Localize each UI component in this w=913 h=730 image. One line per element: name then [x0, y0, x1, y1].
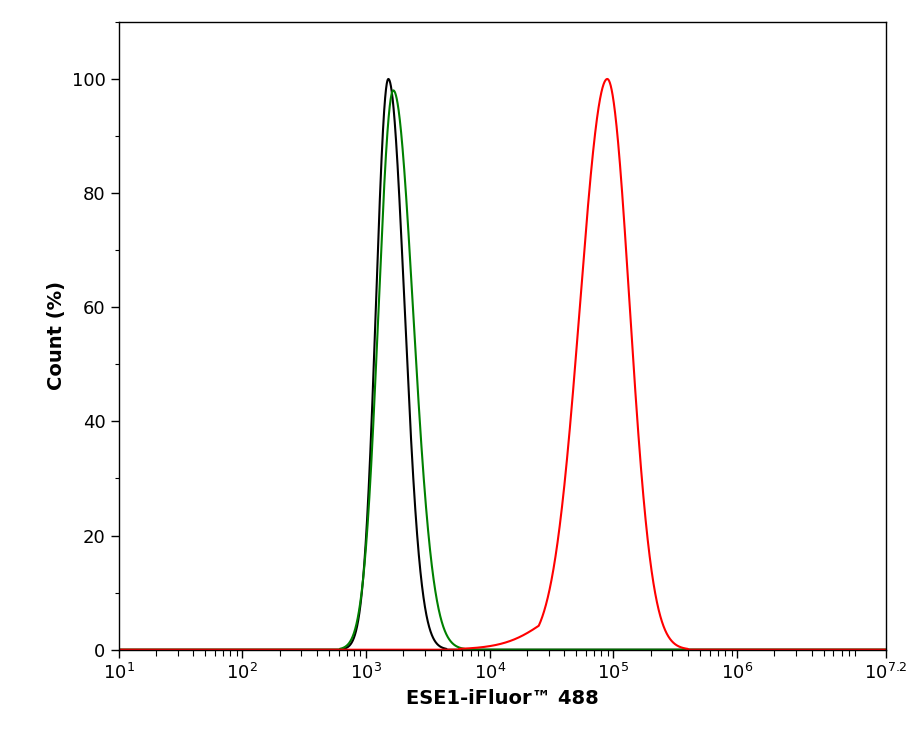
X-axis label: ESE1-iFluor™ 488: ESE1-iFluor™ 488 — [405, 688, 599, 707]
Y-axis label: Count (%): Count (%) — [47, 281, 66, 391]
